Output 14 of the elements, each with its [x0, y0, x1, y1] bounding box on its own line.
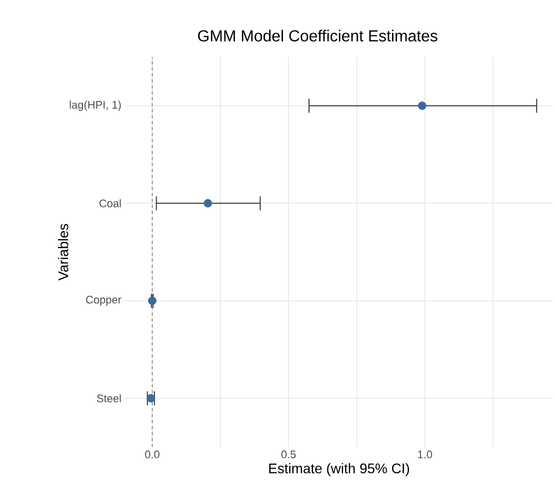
- x-tick-label: 1.0: [418, 450, 432, 458]
- x-tick-label: 0.0: [145, 450, 160, 458]
- point: [148, 296, 156, 305]
- point: [146, 394, 156, 402]
- y-axis-title: Variables: [58, 224, 68, 280]
- y-tick-label: Steel: [97, 394, 121, 402]
- x-tick-label: 0.5: [281, 450, 296, 458]
- y-tick-label: Copper: [86, 296, 122, 306]
- y-tick-label: lag(HPI, 1): [70, 100, 121, 111]
- x-axis-title: Estimate (with 95% CI): [269, 463, 410, 476]
- chart-title: GMM Model Coefficient Estimates: [198, 30, 438, 42]
- point: [204, 199, 212, 208]
- y-tick-label: Coal: [100, 199, 121, 208]
- point: [418, 102, 426, 110]
